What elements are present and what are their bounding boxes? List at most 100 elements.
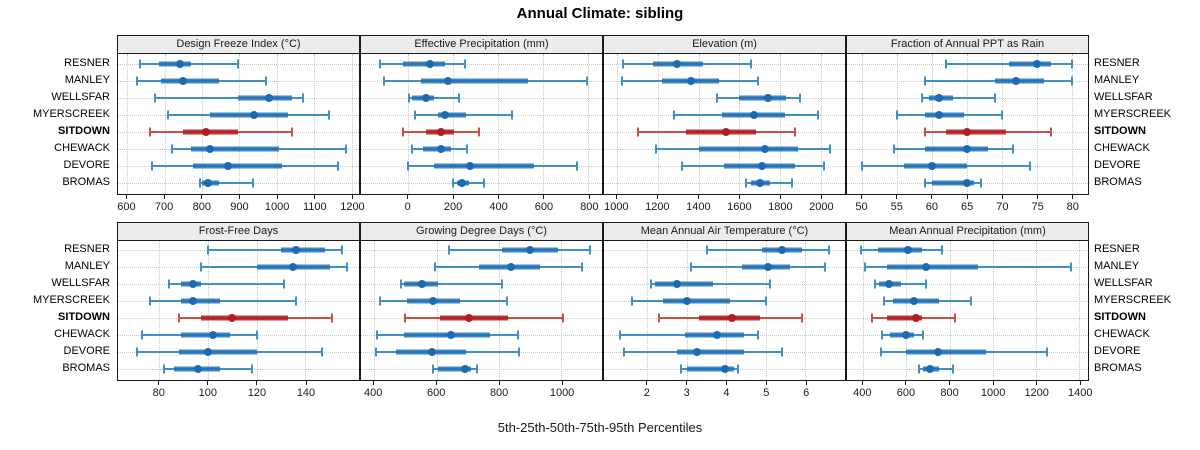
median-dot	[250, 111, 259, 119]
grid-line-v	[863, 241, 865, 380]
range-cap-high	[1045, 347, 1048, 357]
tick-label: 1100	[302, 201, 327, 213]
grid-line-v	[1079, 241, 1081, 380]
median-dot	[224, 162, 233, 170]
range-cap-high	[921, 330, 924, 340]
median-dot	[205, 145, 214, 153]
grid-line-v	[374, 241, 376, 380]
range-cap-low	[448, 245, 451, 255]
tick-label: 800	[580, 201, 599, 213]
tick-label: 1200	[645, 201, 670, 213]
axis-tick	[305, 381, 307, 385]
range-cap-high	[345, 262, 348, 272]
grid-line-v	[647, 241, 649, 380]
tick-label: 0	[404, 201, 411, 213]
range-cap-high	[1070, 59, 1073, 69]
iqr-bar	[439, 315, 509, 321]
range-cap-low	[715, 93, 718, 103]
iqr-bar	[698, 146, 799, 152]
range-cap-high	[478, 127, 481, 137]
range-cap-high	[482, 178, 485, 188]
tick-label: 900	[230, 201, 249, 213]
tick-label: 400	[364, 387, 383, 399]
range-cap-low	[924, 178, 927, 188]
axis-tick	[861, 381, 863, 385]
range-cap-high	[824, 262, 827, 272]
axis-tick	[905, 381, 907, 385]
range-line	[169, 283, 284, 285]
grid-line-v	[932, 54, 934, 194]
grid-line-v	[897, 54, 899, 194]
grid-line-v	[686, 241, 688, 380]
axis-tick	[738, 195, 740, 199]
range-cap-high	[516, 330, 519, 340]
grid-line-v	[127, 54, 129, 194]
median-dot	[526, 246, 535, 254]
median-dot	[763, 94, 772, 102]
panel-body	[117, 240, 360, 381]
median-dot	[935, 94, 944, 102]
panel-body	[846, 240, 1089, 381]
iqr-bar	[1009, 61, 1051, 67]
iqr-bar	[237, 95, 292, 101]
panel-body	[117, 53, 360, 195]
range-cap-low	[892, 144, 895, 154]
range-cap-high	[954, 313, 957, 323]
site-label-left: MYERSCREEK	[32, 108, 110, 120]
range-cap-low	[874, 279, 877, 289]
range-cap-high	[924, 279, 927, 289]
median-dot	[422, 94, 431, 102]
grid-line-h	[361, 98, 602, 99]
site-label-left: DEVORE	[63, 345, 110, 357]
axis-tick	[697, 195, 699, 199]
range-cap-high	[457, 93, 460, 103]
tick-label: 1400	[686, 201, 711, 213]
range-cap-high	[768, 279, 771, 289]
axis-tick	[725, 381, 727, 385]
tick-label: 1400	[1068, 387, 1093, 399]
tick-label: 4	[723, 387, 730, 399]
panel-strip: Growing Degree Days (°C)	[360, 222, 603, 240]
site-label-right: DEVORE	[1094, 159, 1141, 171]
range-cap-high	[822, 161, 825, 171]
median-dot	[465, 314, 474, 322]
grid-line-v	[239, 54, 241, 194]
panel-body	[603, 53, 846, 195]
axis-tick	[1072, 195, 1074, 199]
tick-label: 700	[154, 201, 174, 213]
range-line	[155, 97, 303, 99]
median-dot	[963, 128, 972, 136]
range-cap-low	[673, 110, 676, 120]
iqr-bar	[946, 129, 1006, 135]
panel-strip: Mean Annual Air Temperature (°C)	[603, 222, 846, 240]
site-label-left: MYERSCREEK	[32, 294, 110, 306]
median-dot	[289, 263, 298, 271]
median-dot	[728, 314, 737, 322]
axis-tick	[407, 195, 409, 199]
tick-label: 80	[152, 387, 165, 399]
median-dot	[466, 162, 475, 170]
iqr-bar	[437, 112, 466, 118]
range-cap-low	[376, 330, 379, 340]
range-cap-low	[622, 59, 625, 69]
axis-tick	[966, 195, 968, 199]
axis-tick	[452, 195, 454, 199]
tick-label: 140	[296, 387, 316, 399]
median-dot	[175, 60, 184, 68]
site-label-right: BROMAS	[1094, 176, 1142, 188]
axis-tick	[163, 195, 165, 199]
range-cap-low	[139, 59, 142, 69]
grid-line-v	[276, 54, 278, 194]
grid-line-v	[164, 54, 166, 194]
range-cap-high	[737, 364, 740, 374]
site-label-right: CHEWACK	[1094, 328, 1150, 340]
range-cap-high	[756, 76, 759, 86]
median-dot	[458, 179, 467, 187]
range-cap-low	[882, 296, 885, 306]
range-cap-high	[250, 364, 253, 374]
range-cap-low	[404, 313, 407, 323]
iqr-bar	[686, 129, 756, 135]
median-dot	[291, 246, 300, 254]
axis-tick	[256, 381, 258, 385]
grid-line-h	[847, 369, 1088, 370]
